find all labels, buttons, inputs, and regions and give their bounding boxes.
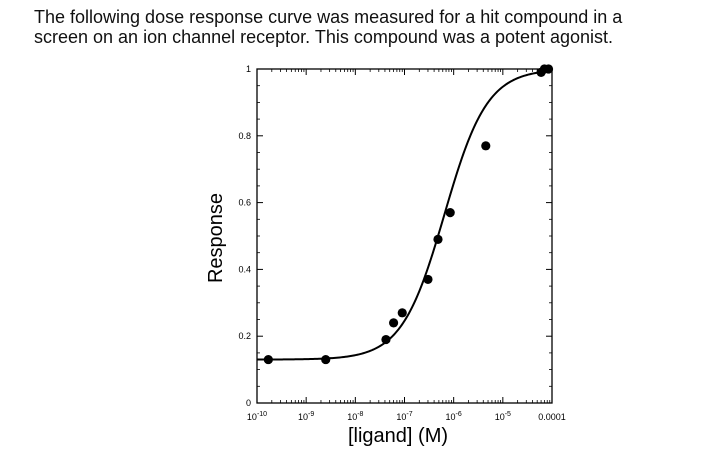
caption-line-2: screen on an ion channel receptor. This … (34, 27, 614, 47)
x-axis: 10-10 10-9 10-8 10-7 10-6 10-5 0.0001 (247, 69, 566, 422)
y-axis: 0 0.2 0.4 0.6 0.8 1 (238, 64, 552, 408)
data-point (433, 234, 443, 244)
data-point (381, 334, 391, 345)
y-tick-label: 0.6 (238, 198, 251, 208)
fit-curve (256, 69, 553, 361)
question-caption: The following dose response curve was me… (34, 7, 714, 47)
data-point (388, 318, 399, 328)
x-tick-label: 10-5 (495, 411, 511, 422)
data-point (397, 308, 407, 318)
x-tick-label: 10-6 (446, 411, 462, 422)
y-tick-label: 0.8 (238, 131, 251, 141)
y-tick-label: 0 (246, 398, 251, 408)
x-tick-label: 10-8 (347, 411, 363, 422)
y-tick-label: 0.2 (238, 331, 251, 341)
data-point (423, 274, 433, 285)
x-tick-label: 10-10 (247, 411, 267, 422)
y-tick-label: 1 (246, 64, 251, 74)
plot-frame (256, 68, 553, 404)
y-axis-label: Response (205, 193, 227, 283)
x-tick-label: 0.0001 (538, 412, 566, 422)
data-points (263, 64, 554, 365)
data-point (543, 64, 554, 74)
data-point (481, 141, 491, 151)
caption-line-1: The following dose response curve was me… (34, 7, 623, 27)
data-point (321, 354, 331, 365)
y-tick-label: 0.4 (238, 264, 251, 274)
x-tick-label: 10-7 (396, 411, 412, 422)
x-tick-label: 10-9 (298, 411, 314, 422)
data-point (263, 354, 273, 365)
data-point (445, 208, 455, 218)
x-axis-label: [ligand] (M) (348, 425, 448, 447)
